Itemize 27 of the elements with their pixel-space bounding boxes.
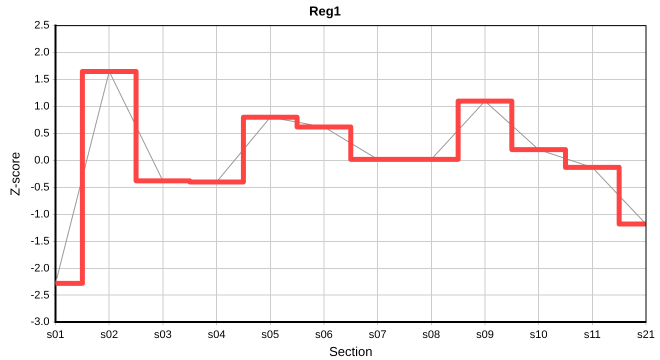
x-tick-label: s10 (530, 328, 548, 341)
y-tick-label: -0.5 (30, 181, 50, 194)
y-tick-label: -1.5 (30, 235, 50, 248)
y-tick-label: -2.0 (30, 262, 50, 274)
y-tick-label: 1.0 (34, 100, 50, 113)
y-tick-label: -2.5 (30, 289, 50, 302)
x-axis-title: Section (329, 344, 372, 359)
chart-title: Reg1 (309, 3, 341, 18)
x-tick-label: s06 (315, 328, 333, 341)
x-tick-label: s11 (584, 328, 601, 341)
x-tick-label: s07 (368, 328, 386, 341)
x-tick-label: s01 (46, 328, 64, 341)
y-tick-label: -1.0 (30, 208, 50, 220)
x-tick-label: s03 (154, 328, 172, 341)
x-tick-label: s21 (637, 328, 655, 341)
y-tick-label: 2.0 (34, 46, 50, 59)
x-tick-label: s02 (100, 328, 118, 341)
y-tick-label: -3.0 (30, 316, 50, 328)
y-axis-title: Z-score (7, 152, 22, 196)
x-tick-label: s09 (476, 328, 494, 341)
x-tick-label: s05 (261, 328, 280, 341)
y-tick-label: 1.5 (34, 74, 50, 86)
y-tick-label: 0.5 (34, 127, 50, 140)
y-tick-label: 2.5 (34, 20, 50, 32)
x-tick-label: s08 (422, 328, 440, 341)
y-tick-label: 0.0 (34, 154, 50, 166)
x-tick-label: s04 (208, 328, 226, 341)
